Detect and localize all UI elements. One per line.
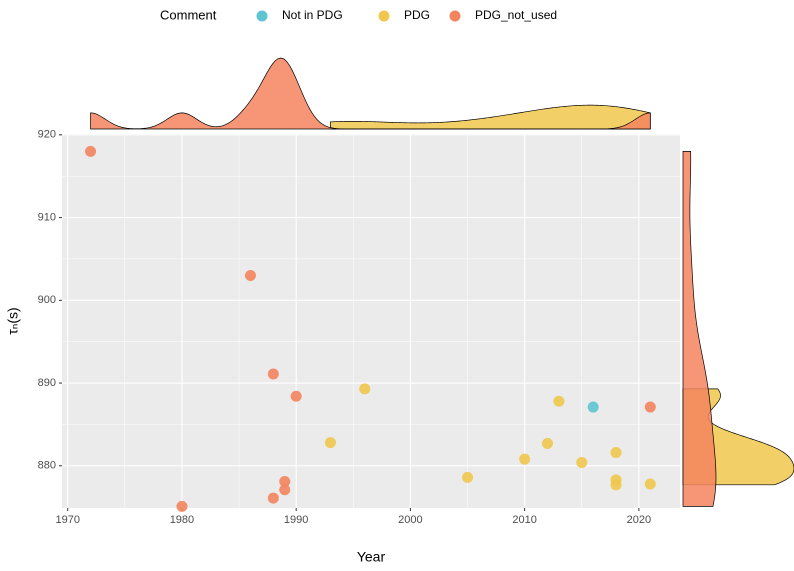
y-tick-label: 900 (38, 294, 56, 306)
x-tick-label: 1990 (284, 514, 308, 526)
point (610, 479, 622, 491)
top-density (90, 57, 651, 130)
x-tick-label: 2020 (627, 514, 651, 526)
point (267, 368, 279, 380)
legend-label: PDG (404, 8, 430, 22)
top-density (330, 104, 651, 130)
point (85, 145, 97, 157)
point (324, 437, 336, 449)
point (644, 478, 656, 490)
legend-label: PDG_not_used (475, 8, 557, 22)
y-tick-label: 890 (38, 377, 56, 389)
legend-label: Not in PDG (282, 8, 343, 22)
point (553, 395, 565, 407)
point (587, 401, 599, 413)
point (279, 476, 291, 488)
x-tick-label: 1980 (170, 514, 194, 526)
x-tick-label: 2000 (398, 514, 422, 526)
point (359, 383, 371, 395)
point (541, 437, 553, 449)
y-tick-label: 920 (38, 129, 56, 141)
legend-key (449, 10, 461, 22)
point (176, 500, 188, 512)
legend-title: Comment (160, 7, 217, 22)
point (610, 447, 622, 459)
y-tick-label: 910 (38, 211, 56, 223)
panel (62, 134, 680, 508)
y-axis-title: τₙ(s) (5, 307, 21, 334)
legend-key (378, 10, 390, 22)
legend-key (256, 10, 268, 22)
y-tick-label: 880 (38, 460, 56, 472)
x-tick-label: 2010 (512, 514, 536, 526)
x-axis-title: Year (357, 549, 386, 565)
point (290, 390, 302, 402)
point (644, 401, 656, 413)
point (519, 453, 531, 465)
point (576, 456, 588, 468)
x-tick-label: 1970 (55, 514, 79, 526)
right-density (682, 151, 717, 507)
point (462, 471, 474, 483)
point (279, 484, 291, 496)
point (267, 492, 279, 504)
point (244, 269, 256, 281)
